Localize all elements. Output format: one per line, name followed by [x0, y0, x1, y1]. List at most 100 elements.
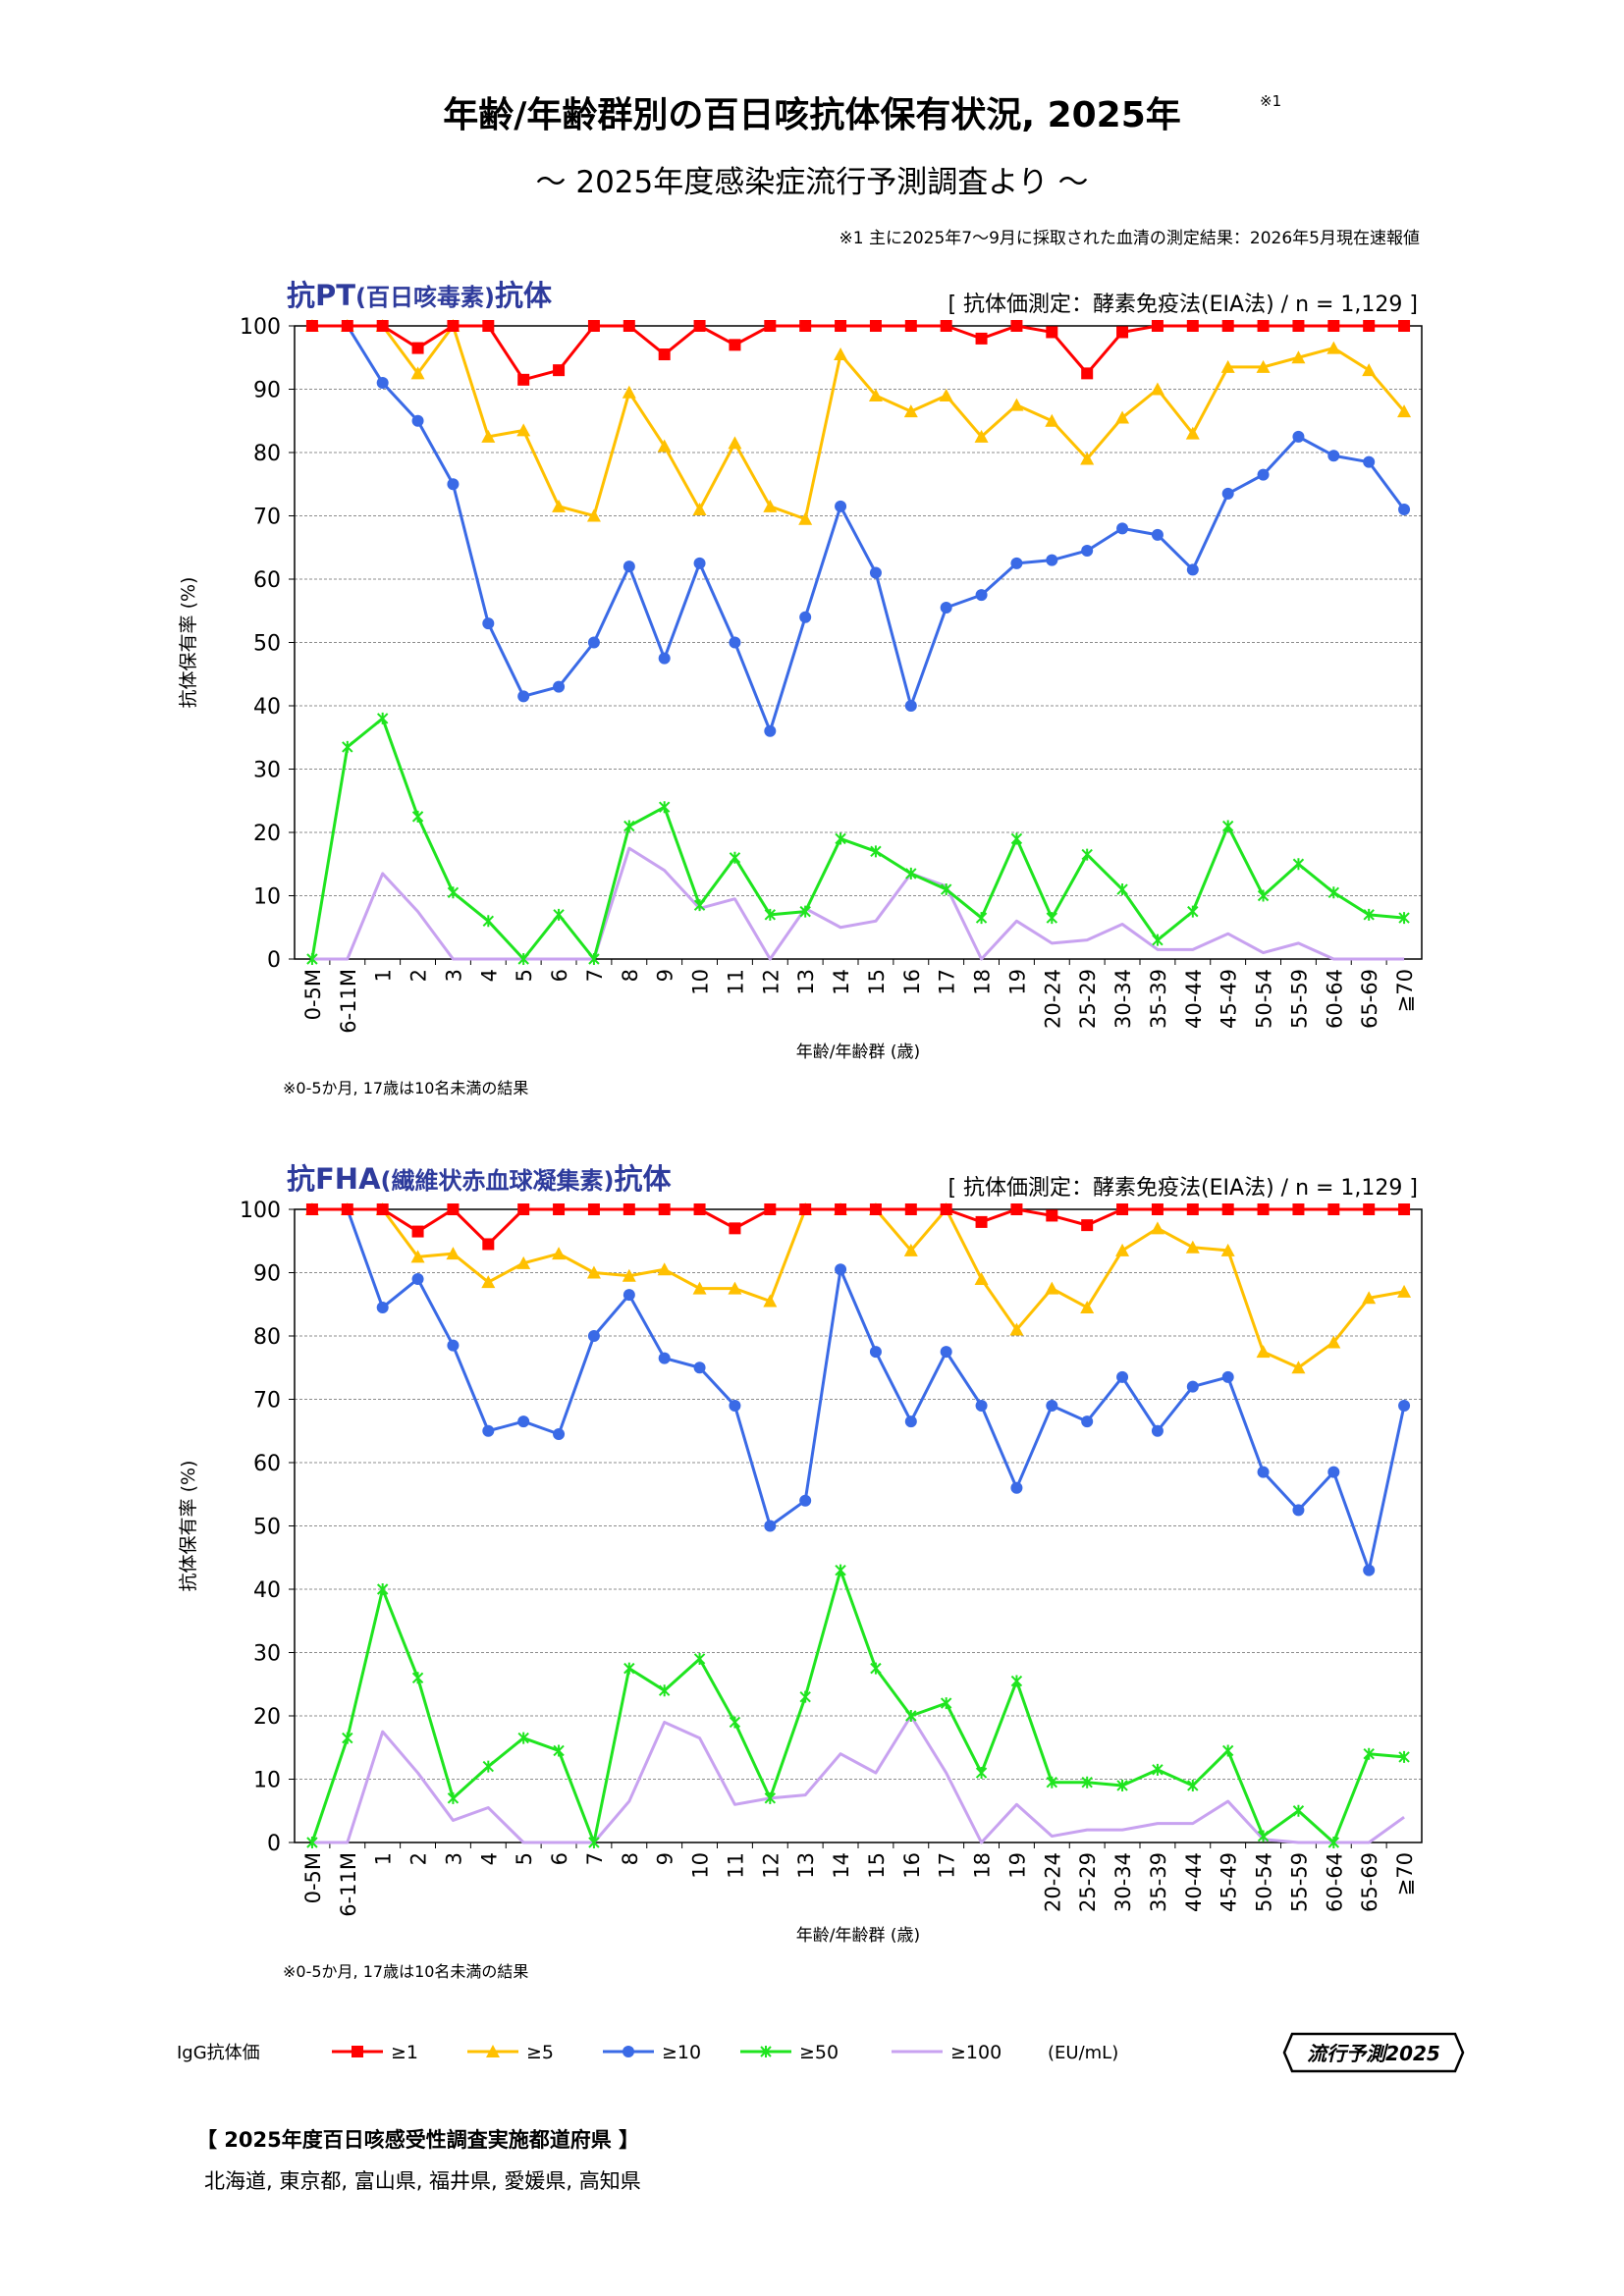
x-tick-label: 6: [548, 1852, 571, 1865]
chart-pt-title-suffix: 抗体: [494, 279, 552, 312]
data-point: [658, 348, 671, 361]
y-tick-label: 0: [267, 1832, 281, 1856]
data-point: [447, 1339, 460, 1352]
data-point: [1292, 1804, 1305, 1817]
data-point: [1152, 934, 1164, 946]
x-tick-label: 10: [689, 969, 713, 995]
data-point: [1186, 563, 1199, 576]
x-tick-label: 20-24: [1041, 1852, 1064, 1912]
data-point: [729, 1716, 741, 1729]
data-point: [869, 1203, 882, 1215]
data-point: [693, 557, 706, 569]
chart-fha-title-main: 抗FHA: [287, 1162, 381, 1196]
x-tick-label: 16: [900, 1852, 924, 1879]
data-point: [1292, 430, 1305, 443]
data-point: [835, 1203, 847, 1215]
data-point: [729, 1222, 741, 1235]
data-point: [517, 373, 530, 386]
data-point: [799, 905, 811, 918]
data-point: [1257, 1203, 1270, 1215]
data-point: [1186, 320, 1199, 332]
y-tick-label: 50: [253, 632, 281, 657]
legend-label: ≥100: [950, 2042, 1001, 2063]
data-point: [1116, 326, 1129, 339]
data-point: [341, 320, 353, 332]
x-tick-label: 35-39: [1147, 969, 1170, 1029]
data-point: [342, 740, 353, 753]
chart-pt-footnote: ※0-5か月, 17歳は10名未満の結果: [283, 1079, 529, 1097]
data-point: [692, 1281, 707, 1295]
data-point: [482, 617, 495, 630]
data-point: [728, 1281, 742, 1295]
data-point: [623, 1662, 635, 1675]
x-tick-label: 0-5M: [301, 1852, 325, 1903]
data-point: [517, 953, 529, 965]
brand-badge-text: 流行予測2025: [1307, 2042, 1440, 2065]
x-tick-label: 40-44: [1182, 1852, 1206, 1912]
data-point: [693, 899, 706, 912]
data-point: [411, 1225, 424, 1238]
data-point: [1292, 320, 1305, 332]
x-tick-label: 55-59: [1287, 969, 1311, 1029]
page-title: 年齢/年齢群別の百日咳抗体保有状況, 2025年: [443, 95, 1181, 135]
data-point: [1010, 1481, 1023, 1494]
data-point: [1115, 410, 1130, 424]
data-point: [1046, 912, 1058, 925]
y-tick-label: 100: [240, 1199, 281, 1223]
data-point: [447, 886, 460, 899]
data-point: [517, 690, 530, 703]
data-point: [376, 320, 389, 332]
x-tick-label: 11: [724, 969, 747, 995]
data-point: [1257, 1830, 1270, 1842]
data-point: [411, 342, 424, 354]
data-point: [975, 589, 988, 602]
chart-legend: IgG抗体価 ≥1 ≥5 ≥10 ≥50 ≥100 (EU/mL): [177, 2042, 1118, 2063]
data-point: [376, 1203, 389, 1215]
x-tick-label: 12: [759, 969, 783, 995]
data-point: [622, 1268, 636, 1282]
data-point: [553, 680, 566, 693]
data-point: [764, 908, 777, 921]
y-tick-label: 60: [253, 1452, 281, 1476]
y-axis-label: 抗体保有率 (%): [178, 1461, 199, 1592]
data-point: [975, 1215, 988, 1228]
legend-item-5: ≥100: [892, 2042, 1001, 2063]
data-point: [1151, 1203, 1164, 1215]
data-point: [1081, 848, 1093, 861]
survey-note: ※1 主に2025年7～9月に採取された血清の測定結果：2026年5月現在速報値: [839, 229, 1420, 248]
data-point: [1398, 1203, 1411, 1215]
y-tick-label: 100: [240, 315, 281, 340]
data-point: [940, 1697, 952, 1710]
x-tick-label: 1: [372, 1852, 396, 1865]
x-tick-label: 17: [936, 969, 959, 995]
data-point: [342, 1732, 353, 1744]
data-point: [587, 1203, 600, 1215]
y-tick-label: 90: [253, 1262, 281, 1287]
data-point: [764, 1520, 777, 1532]
x-tick-label: 60-64: [1323, 1852, 1346, 1912]
data-point: [306, 1837, 318, 1848]
data-point: [482, 915, 495, 928]
data-point: [1010, 1675, 1023, 1687]
legend-label: ≥10: [662, 2042, 701, 2063]
data-point: [974, 429, 989, 443]
data-point: [1220, 1243, 1235, 1256]
x-tick-label: 3: [442, 1852, 465, 1865]
data-point: [1009, 398, 1024, 411]
x-tick-label: 35-39: [1147, 1852, 1170, 1912]
data-point: [1398, 320, 1411, 332]
data-point: [623, 820, 635, 832]
series-line: [311, 324, 1405, 382]
data-point: [1009, 1322, 1024, 1336]
data-point: [1220, 359, 1235, 373]
data-point: [623, 1203, 635, 1215]
data-point: [588, 1837, 600, 1848]
data-point: [1046, 554, 1058, 566]
data-point: [835, 320, 847, 332]
data-point: [869, 1346, 882, 1359]
data-point: [869, 566, 882, 579]
x-tick-label: 8: [619, 1852, 642, 1865]
data-point: [904, 700, 917, 712]
chart-fha-title: 抗FHA(繊維状赤血球凝集素)抗体: [287, 1156, 671, 1198]
